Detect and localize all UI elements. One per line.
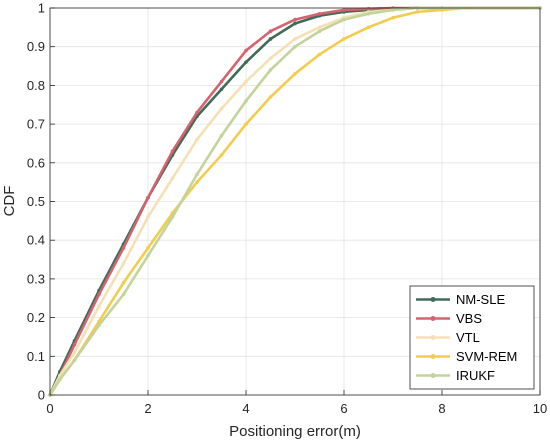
data-point-irukf (58, 377, 62, 382)
data-point-vbs (72, 342, 77, 347)
data-point-vbs (268, 29, 273, 34)
x-tick-label: 8 (438, 401, 445, 416)
data-point-svm-rem (121, 280, 126, 285)
legend-marker-nm-sle (430, 297, 436, 302)
data-point-svm-rem (415, 10, 420, 14)
data-point-vtl (219, 106, 224, 111)
series-irukf (48, 6, 542, 397)
data-point-vtl (121, 261, 126, 266)
legend: NM-SLE VBS VTL SVM-REM IRUKF (409, 285, 535, 390)
data-point-vbs (366, 6, 371, 11)
data-point-irukf (268, 68, 273, 72)
data-point-irukf (317, 29, 322, 34)
x-tick-label: 4 (242, 401, 249, 416)
data-point-vbs (317, 12, 322, 16)
data-point-irukf (72, 358, 77, 362)
data-point-svm-rem (146, 246, 150, 250)
legend-label-irukf: IRUKF (456, 368, 495, 383)
data-point-svm-rem (317, 52, 322, 57)
data-point-vtl (72, 350, 77, 355)
y-tick-label: 0.5 (27, 194, 45, 209)
y-tick-label: 0.2 (27, 310, 45, 325)
data-point-vtl (146, 215, 150, 219)
data-point-svm-rem (219, 153, 224, 157)
y-tick-label: 0.6 (27, 155, 45, 170)
data-point-irukf (97, 323, 101, 328)
legend-marker-vbs (430, 316, 436, 321)
legend-label-svm-rem: SVM-REM (456, 349, 517, 364)
y-tick-label: 0.8 (27, 78, 45, 93)
data-point-vtl (97, 304, 101, 308)
data-point-svm-rem (366, 25, 371, 30)
data-point-svm-rem (244, 122, 248, 126)
data-point-vbs (219, 79, 224, 84)
data-point-irukf (366, 12, 371, 16)
data-point-nm-sle (219, 87, 224, 92)
data-point-vtl (244, 79, 248, 84)
data-point-irukf (244, 99, 248, 103)
y-tick-label: 0.1 (27, 349, 45, 364)
axis-ticks: 0 2 4 6 8 10 0 0.1 0.2 0.3 0.4 0.5 0.6 0.7 0.8 0.9 1 (27, 1, 547, 417)
data-point-nm-sle (293, 21, 297, 26)
series-line-svm-rem (48, 6, 542, 397)
y-axis-label: CDF (1, 186, 18, 217)
data-point-vbs (244, 48, 248, 53)
data-point-irukf (391, 8, 395, 12)
data-point-vtl (317, 25, 322, 30)
legend-box (409, 285, 535, 390)
data-point-irukf (195, 172, 199, 177)
legend-label-nm-sle: NM-SLE (456, 292, 505, 307)
data-point-irukf (121, 292, 126, 297)
x-tick-label: 6 (340, 401, 347, 416)
legend-label-vtl: VTL (456, 330, 480, 345)
y-tick-label: 0 (38, 388, 45, 403)
y-tick-label: 0.4 (27, 233, 45, 248)
data-point-irukf (146, 253, 150, 258)
data-point-svm-rem (293, 71, 297, 76)
y-tick-label: 0.7 (27, 117, 45, 132)
data-point-irukf (342, 17, 346, 22)
data-point-vtl (195, 137, 199, 142)
x-tick-label: 10 (533, 401, 547, 416)
x-axis-label: Positioning error(m) (229, 423, 361, 440)
data-point-vbs (97, 292, 101, 297)
data-point-svm-rem (268, 95, 273, 99)
legend-label-vbs: VBS (456, 311, 482, 326)
y-tick-label: 0.3 (27, 271, 45, 286)
grid-lines (49, 7, 541, 396)
data-point-svm-rem (195, 180, 199, 184)
data-point-vbs (293, 17, 297, 22)
legend-marker-irukf (430, 373, 436, 378)
y-tick-label: 0.9 (27, 39, 45, 54)
x-tick-label: 0 (46, 401, 53, 416)
data-point-irukf (219, 133, 224, 138)
data-point-vtl (268, 56, 273, 61)
data-point-vtl (293, 37, 297, 41)
data-point-svm-rem (342, 37, 346, 41)
data-point-irukf (170, 215, 175, 219)
data-point-irukf (293, 44, 297, 49)
legend-marker-vtl (430, 335, 436, 340)
data-point-svm-rem (391, 15, 395, 20)
data-point-nm-sle (244, 60, 248, 64)
data-point-vbs (170, 149, 175, 153)
data-point-vbs (121, 246, 126, 250)
data-point-vbs (342, 8, 346, 12)
data-point-vtl (170, 176, 175, 181)
data-point-vbs (146, 195, 150, 200)
data-point-vbs (195, 110, 199, 115)
data-point-nm-sle (268, 37, 273, 41)
y-tick-label: 1 (38, 1, 45, 16)
legend-marker-svm-rem (430, 354, 436, 359)
x-tick-label: 2 (144, 401, 151, 416)
